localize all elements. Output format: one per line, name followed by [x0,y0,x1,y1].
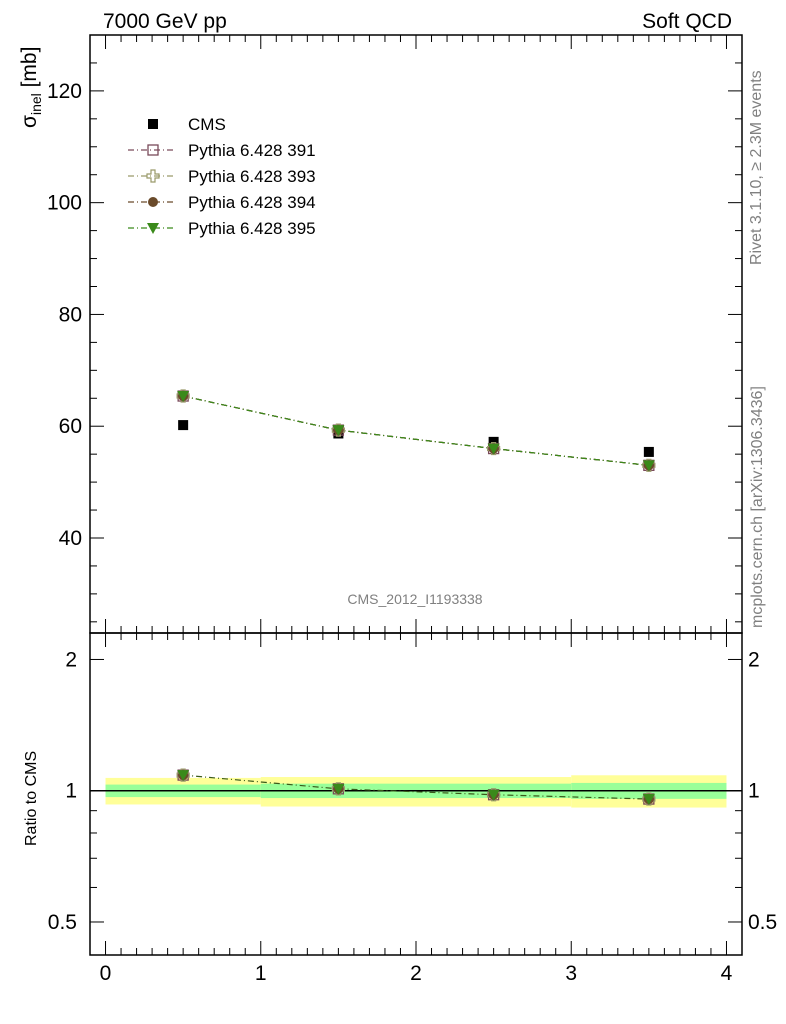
header-right-label: Soft QCD [642,10,732,33]
legend-marker [146,169,160,183]
main-y-tick-label: 60 [59,415,82,438]
main-y-tick-label: 100 [47,192,82,215]
rivet-version-label: Rivet 3.1.10, ≥ 2.3M events [748,70,765,265]
series-line [183,395,649,466]
ratio-panel-series [176,768,656,806]
series-line [183,395,649,466]
data-point [488,436,499,447]
mcplots-source-label: mcplots.cern.ch [arXiv:1306.3436] [749,386,766,628]
analysis-label: CMS_2012_I1193338 [347,591,482,607]
ratio-panel-axes: 0 1 2 3 4 0.5 0.5 1 1 2 2 [48,35,777,985]
legend-label: Pythia 6.428 394 [188,193,316,212]
data-point [642,460,655,472]
legend-marker [147,144,159,156]
main-ylabel: σinel [mb] [18,47,44,128]
ratio-y-tick-label-right: 0.5 [748,911,777,934]
legend-label: CMS [188,115,226,134]
main-y-tick-label: 40 [59,527,82,550]
ratio-point [487,789,500,801]
x-tick-label: 0 [100,962,112,985]
ratio-y-tick-label-left: 2 [65,648,77,671]
x-tick-label: 1 [255,962,267,985]
x-tick-label: 2 [410,962,422,985]
main-ylabel-symbol: σ [18,115,41,128]
legend-label: Pythia 6.428 393 [188,167,316,186]
main-ylabel-unit: [mb] [18,47,41,94]
data-point [177,391,190,403]
main-y-tick-label: 120 [47,80,82,103]
x-tick-label: 4 [721,962,733,985]
main-panel-series [176,389,656,472]
data-point [332,425,345,437]
ratio-y-tick-label-left: 0.5 [48,911,77,934]
legend-marker [148,197,158,207]
data-point [487,443,500,455]
header-left-label: 7000 GeV pp [103,10,227,33]
data-point [178,420,189,431]
ratio-point [332,783,345,795]
x-tick-label: 3 [565,962,577,985]
main-y-tick-label: 80 [59,303,82,326]
series-line [183,395,649,466]
ratio-y-tick-label-left: 1 [65,780,77,803]
legend-label: Pythia 6.428 391 [188,141,316,160]
legend: CMS Pythia 6.428 391 Pythia 6.428 393 Pythi… [128,115,316,238]
ratio-point [177,770,190,782]
ratio-y-tick-label-right: 1 [748,780,760,803]
legend-label: Pythia 6.428 395 [188,219,316,238]
data-point [643,446,654,457]
ratio-ylabel: Ratio to CMS [23,751,40,846]
main-ylabel-subscript: inel [28,93,44,115]
legend-marker [148,119,158,129]
legend-marker [147,223,159,234]
ratio-point [642,794,655,806]
ratio-y-tick-label-right: 2 [748,648,760,671]
series-line [183,395,649,466]
